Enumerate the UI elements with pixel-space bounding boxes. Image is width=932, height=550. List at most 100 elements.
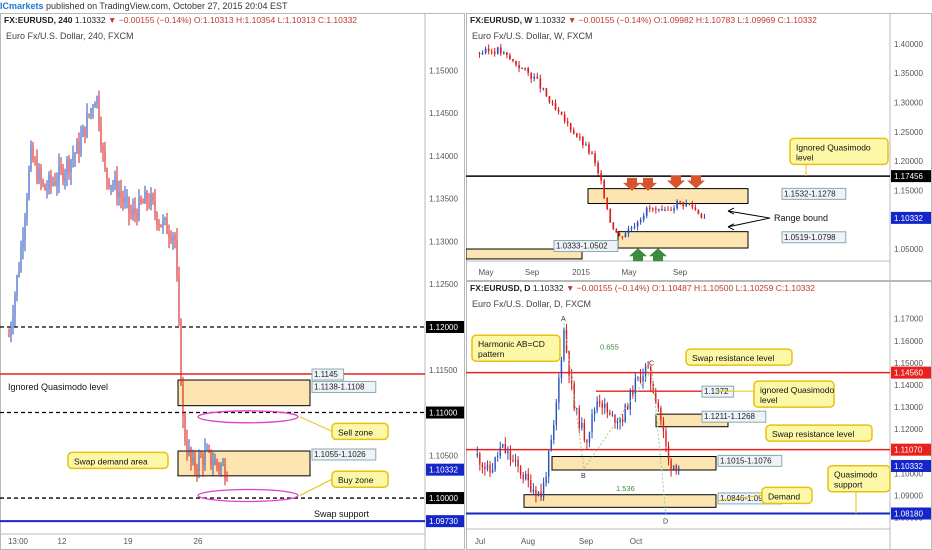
h4-candle-body (210, 449, 212, 466)
chart-panel-h4[interactable]: Euro Fx/U.S. Dollar, 240, FXCM 1.15000 1.1… (0, 13, 465, 550)
daily-candle-body (629, 390, 631, 410)
daily-candle-body (535, 489, 537, 496)
daily-zone-label-1-bg (701, 385, 735, 398)
daily-candle-body (657, 403, 660, 408)
h4-candle-body (134, 208, 136, 214)
weekly-callout-ignored-qm-text: Ignored Quasimodo (796, 142, 871, 152)
weekly-red-arrow-icon (639, 177, 657, 191)
h4-candle-body (140, 197, 142, 203)
daily-candle-body (606, 403, 609, 413)
weekly-candle-body (493, 51, 496, 54)
daily-demand-zone-1 (551, 456, 717, 471)
weekly-candle-body (572, 130, 575, 134)
daily-candle-body (634, 378, 637, 395)
weekly-candle-body (554, 103, 557, 110)
h4-tick-label: 1.12500 (429, 280, 458, 289)
daily-candle-body (502, 444, 504, 448)
h4-candle-body (88, 114, 90, 116)
weekly-candle-body (642, 215, 645, 220)
h4-candle-body (144, 192, 146, 204)
h4-candle-body (54, 182, 56, 185)
daily-callout-demand (761, 486, 813, 505)
daily-candle-body (530, 480, 532, 492)
weekly-zone-label-3-bg (553, 240, 619, 253)
daily-candle-body (670, 459, 672, 469)
weekly-quote-line: FX:EURUSD, W 1.10332 ▼ −0.00155 (−0.14%)… (470, 15, 817, 26)
h4-candle-body (60, 165, 62, 169)
daily-candle-body (619, 419, 621, 423)
h4-candle-body (20, 246, 22, 271)
h4-candle-body (138, 197, 140, 220)
daily-callout-swap-resistance-1-text: Swap resistance level (692, 353, 774, 363)
chart-panel-weekly[interactable]: Euro Fx/U.S. Dollar, W, FXCM 1.40000 1.350… (466, 13, 932, 281)
weekly-candle-body (539, 78, 542, 89)
h4-candle-body (168, 233, 170, 238)
h4-candle-body (96, 96, 98, 104)
daily-price-resistance-1-tag (891, 366, 931, 379)
weekly-candle-body (512, 58, 514, 61)
h4-candle-body (206, 448, 208, 451)
h4-candle-body (22, 238, 24, 247)
weekly-candle-body (661, 208, 663, 211)
weekly-candle-body (496, 47, 499, 54)
daily-candle-body (512, 459, 514, 461)
weekly-candle-body (521, 68, 523, 70)
weekly-tick-label: 1.25000 (894, 128, 923, 137)
weekly-callout-ignored-qm (789, 137, 889, 166)
h4-callout-buy-pointer (299, 478, 333, 496)
daily-change: ▼ −0.00155 (−0.14%) (565, 283, 650, 293)
daily-candle-body (489, 464, 491, 473)
daily-candle-body (644, 365, 647, 376)
daily-candle-body (655, 393, 657, 404)
daily-candle-body (540, 491, 542, 498)
h4-candle-body (204, 450, 206, 466)
weekly-red-arrow-icon (623, 177, 641, 191)
daily-candle-body (596, 401, 598, 411)
weekly-candle-body (664, 209, 666, 211)
weekly-candle-body (579, 136, 581, 138)
weekly-candle-body (594, 153, 596, 164)
h4-candle-body (32, 146, 34, 161)
brand-link[interactable]: ICmarkets (0, 1, 44, 11)
h4-candle-body (86, 114, 88, 137)
h4-tick-label: 1.14000 (429, 152, 458, 161)
weekly-candle-body (673, 208, 675, 211)
h4-candle-body (196, 468, 198, 472)
h4-candle-body (226, 479, 228, 481)
daily-last-price-tag (891, 459, 931, 472)
h4-candle-body (132, 208, 134, 215)
weekly-tick-label: 1.20000 (894, 157, 923, 166)
h4-candle-body (116, 177, 118, 197)
daily-label-ratio-2: 1.536 (616, 484, 635, 493)
h4-price-1.11-tag (426, 406, 464, 419)
daily-candle-body (476, 453, 478, 456)
h4-candle-body (108, 178, 110, 188)
daily-candle-body (496, 455, 499, 457)
h4-tick-label: 1.13500 (429, 195, 458, 204)
daily-callout-qm-support-text: support (834, 480, 863, 490)
weekly-candle-body (503, 52, 505, 54)
weekly-candle-body (563, 114, 566, 122)
daily-candle-body (616, 422, 619, 424)
daily-candle-body (532, 489, 535, 492)
daily-callout-swap-resistance-1 (685, 348, 793, 366)
h4-candle-body (220, 465, 222, 470)
weekly-candle-body (478, 52, 481, 54)
weekly-candle-body (612, 222, 615, 230)
h4-zone-label-1: 1.1145 (314, 370, 338, 379)
weekly-candle-body (533, 76, 536, 79)
weekly-tick-label: 1.40000 (894, 40, 923, 49)
daily-candle-body (581, 422, 583, 429)
daily-candle-body (660, 407, 662, 421)
weekly-candle-body (703, 217, 706, 219)
h4-candle-body (190, 448, 192, 462)
chart-panel-daily[interactable]: Euro Fx/U.S. Dollar, D, FXCM 1.17000 1.160… (466, 281, 932, 550)
daily-zone-label-4: 1.0846-1.0903 (720, 494, 772, 503)
weekly-candle-body (685, 203, 688, 207)
daily-subtitle: Euro Fx/U.S. Dollar, D, FXCM (472, 299, 591, 309)
h4-candle-body (214, 460, 216, 465)
h4-candle-body (146, 192, 148, 203)
weekly-green-arrow-icon (649, 248, 667, 262)
h4-candle-body (94, 103, 96, 108)
h4-price-swap-support-tag-label: 1.09730 (429, 517, 458, 526)
